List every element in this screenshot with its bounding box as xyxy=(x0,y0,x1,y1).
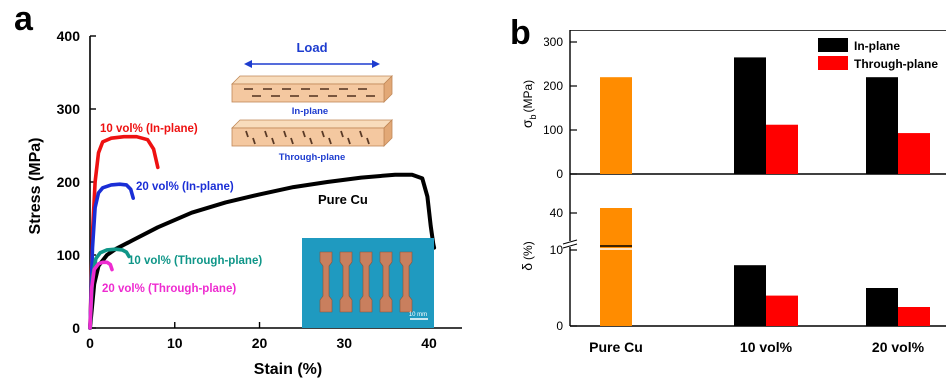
panel-a-y-tick-label: 400 xyxy=(57,28,81,44)
label-10vol-in-plane: 10 vol% (In-plane) xyxy=(100,123,198,135)
panel-b-top-y-tick-label: 0 xyxy=(556,167,563,181)
delta-bar-pure-cu xyxy=(600,208,632,326)
load-arrow-left-head xyxy=(244,60,252,68)
legend-label-through-plane: Through-plane xyxy=(854,57,938,71)
20vol-in-plane-curve xyxy=(88,182,135,330)
in-plane-block xyxy=(231,75,393,103)
axis-break-mark xyxy=(562,239,578,249)
legend-swatch-through-plane xyxy=(818,56,848,70)
delta-unit: (%) xyxy=(521,241,535,260)
through-plane-platelet xyxy=(347,137,351,145)
through-plane-label: Through-plane xyxy=(279,152,346,163)
panel-a-y-tick-label: 300 xyxy=(57,101,81,117)
sigma-symbol: σ xyxy=(519,119,535,128)
panel-a-x-tick-label: 10 xyxy=(167,335,183,351)
specimen-photo: 10 mm xyxy=(302,238,434,328)
panel-b-bottom-y-tick-label: 10 xyxy=(550,243,564,257)
10vol-in-plane-curve xyxy=(88,134,160,330)
label-20vol-in-plane: 20 vol% (In-plane) xyxy=(136,181,234,193)
load-schematic: Load In-plane Through-plane xyxy=(231,40,393,163)
delta-symbol: δ xyxy=(519,263,535,271)
sigma-bar-through-plane xyxy=(766,124,798,174)
through-plane-platelet xyxy=(309,137,313,145)
panel-a-x-tick-label: 20 xyxy=(252,335,268,351)
tensile-specimens xyxy=(319,251,413,313)
panel-b-bottom-y-tick-label: 40 xyxy=(550,206,564,220)
sigma-subscript: b xyxy=(528,115,538,120)
panel-b-category-label: 20 vol% xyxy=(872,339,925,355)
through-plane-platelet xyxy=(321,130,325,138)
panel-b-top-y-tick-label: 200 xyxy=(543,79,563,93)
panel-a-y-tick-label: 200 xyxy=(57,174,81,190)
panel-b-bars xyxy=(600,57,930,326)
panel-b-category-label: 10 vol% xyxy=(740,339,793,355)
panel-b-plot: 0 100 200 300 0 10 40 In-plane Through-plane xyxy=(543,30,946,333)
panel-a-y-axis-label: Stress (MPa) xyxy=(27,138,44,235)
sigma-unit: (MPa) xyxy=(521,80,535,113)
panel-b-top-y-tick-label: 100 xyxy=(543,123,563,137)
label-20vol-through-plane: 20 vol% (Through-plane) xyxy=(102,283,236,295)
in-plane-label: In-plane xyxy=(292,106,328,117)
through-plane-platelet xyxy=(302,130,306,138)
through-plane-platelet xyxy=(264,130,268,138)
through-plane-platelet xyxy=(245,130,249,138)
delta-bar-through-plane xyxy=(898,307,930,326)
legend-swatch-in-plane xyxy=(818,38,848,52)
tensile-specimen xyxy=(319,251,333,313)
panel-b-category-label: Pure Cu xyxy=(589,339,643,355)
through-plane-platelet xyxy=(340,130,344,138)
through-plane-platelet xyxy=(290,137,294,145)
panel-b-bottom-y-label: δ (%) xyxy=(519,241,535,270)
panel-b-top-y-tick-label: 300 xyxy=(543,35,563,49)
panel-a-x-tick-label: 30 xyxy=(336,335,352,351)
sigma-bar-in-plane xyxy=(734,57,766,174)
load-arrow-right-head xyxy=(372,60,380,68)
through-plane-platelet xyxy=(271,137,275,145)
scale-bar-label: 10 mm xyxy=(409,312,427,318)
through-plane-platelet xyxy=(328,137,332,145)
delta-bar-in-plane xyxy=(734,265,766,326)
through-plane-platelets xyxy=(245,130,370,145)
through-plane-block xyxy=(231,119,393,147)
load-label: Load xyxy=(296,40,327,55)
panel-a-x-axis-label: Stain (%) xyxy=(254,361,322,378)
sigma-bar-pure-cu xyxy=(600,77,632,174)
sigma-bar-in-plane xyxy=(866,77,898,174)
panel-b-bottom-y-tick-label: 0 xyxy=(556,319,563,333)
panel-b-top-y-label: σb (MPa) xyxy=(519,80,538,128)
panel-label-b: b xyxy=(510,14,531,52)
panel-a-x-tick-label: 0 xyxy=(86,335,94,351)
panel-b-ticks: 0 100 200 300 0 10 40 xyxy=(543,35,577,333)
panel-a-y-tick-label: 100 xyxy=(57,247,81,263)
panel-a-series xyxy=(88,134,437,330)
through-plane-platelet xyxy=(366,137,370,145)
through-plane-platelet xyxy=(252,137,256,145)
panel-b-legend: In-plane Through-plane xyxy=(818,38,938,71)
tensile-specimen xyxy=(399,251,413,313)
panel-a-x-tick-label: 40 xyxy=(421,335,437,351)
through-plane-platelet xyxy=(283,130,287,138)
pure-cu-curve xyxy=(88,172,437,330)
tensile-specimen xyxy=(339,251,353,313)
panel-a-y-tick-label: 0 xyxy=(72,320,80,336)
legend-label-in-plane: In-plane xyxy=(854,39,900,53)
panel-label-a: a xyxy=(14,0,34,38)
label-10vol-through-plane: 10 vol% (Through-plane) xyxy=(128,255,262,267)
delta-bar-through-plane xyxy=(766,295,798,326)
sigma-bar-through-plane xyxy=(898,133,930,174)
tensile-specimen xyxy=(379,251,393,313)
panel-b-category-labels: Pure Cu 10 vol% 20 vol% xyxy=(589,339,924,355)
20vol-through-plane-curve xyxy=(88,260,114,330)
label-pure-cu: Pure Cu xyxy=(318,192,368,207)
through-plane-platelet xyxy=(359,130,363,138)
delta-bar-in-plane xyxy=(866,288,898,326)
in-plane-platelets xyxy=(244,88,375,97)
tensile-specimen xyxy=(359,251,373,313)
